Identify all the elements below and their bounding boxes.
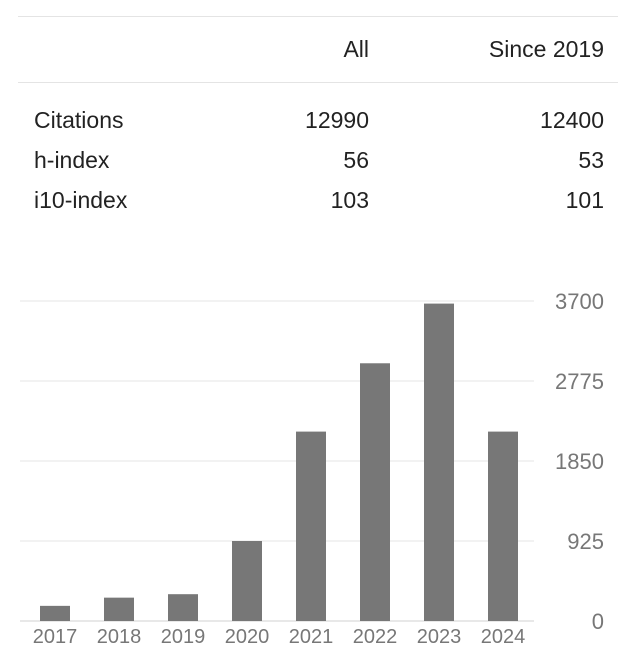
y-tick-label-925: 925: [567, 529, 604, 554]
i10-index-since-value: 101: [565, 187, 604, 213]
y-tick-label-2775: 2775: [555, 369, 604, 394]
citations-per-year-chart: 0 925 1850 2775 3700 2017 2018 2019 2020 2021 2022…: [20, 289, 604, 648]
x-tick-label-2018[interactable]: 2018: [97, 626, 142, 648]
stats-row-i10-index: i10-index 103 101: [18, 181, 618, 221]
bar-2022[interactable]: [360, 363, 390, 621]
x-tick-label-2022[interactable]: 2022: [353, 626, 398, 648]
i10-index-all-value: 103: [330, 187, 369, 213]
x-tick-label-2023[interactable]: 2023: [417, 626, 462, 648]
bar-2019[interactable]: [168, 594, 198, 621]
x-tick-label-2019[interactable]: 2019: [161, 626, 206, 648]
bar-2021[interactable]: [296, 431, 326, 621]
h-index-since-value: 53: [578, 147, 604, 173]
column-header-all[interactable]: All: [218, 16, 369, 83]
y-tick-label-3700: 3700: [555, 289, 604, 314]
row-label-i10-index[interactable]: i10-index: [34, 187, 128, 213]
stats-row-h-index: h-index 56 53: [18, 141, 618, 181]
row-label-citations[interactable]: Citations: [34, 107, 124, 134]
stats-header-blank: [18, 16, 218, 83]
x-tick-label-2020[interactable]: 2020: [225, 626, 270, 648]
x-tick-label-2024[interactable]: 2024: [481, 626, 526, 648]
x-tick-label-2021[interactable]: 2021: [289, 626, 334, 648]
citations-since-value: 12400: [540, 107, 604, 134]
stats-header-row: All Since 2019: [18, 16, 618, 83]
citations-all-value: 12990: [305, 107, 369, 134]
citation-stats-table: All Since 2019 Citations 12990 12400 h-i…: [18, 16, 618, 221]
y-tick-label-0: 0: [592, 609, 604, 634]
column-header-since-2019[interactable]: Since 2019: [369, 16, 618, 83]
y-tick-label-1850: 1850: [555, 449, 604, 474]
stats-row-citations: Citations 12990 12400: [18, 83, 618, 141]
bar-2020[interactable]: [232, 541, 262, 621]
bar-2023[interactable]: [424, 303, 454, 621]
bar-2017[interactable]: [40, 605, 70, 621]
h-index-all-value: 56: [343, 147, 369, 173]
x-tick-label-2017[interactable]: 2017: [33, 626, 78, 648]
row-label-h-index[interactable]: h-index: [34, 147, 110, 173]
bar-2018[interactable]: [104, 597, 134, 621]
bar-2024[interactable]: [488, 431, 518, 621]
